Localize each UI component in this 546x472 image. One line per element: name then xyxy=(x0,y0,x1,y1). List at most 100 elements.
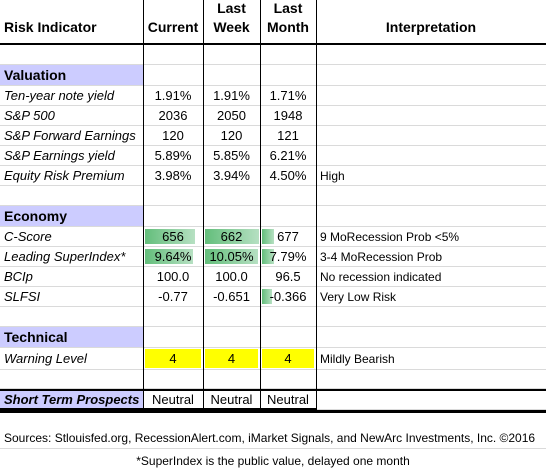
cell-text: 1948 xyxy=(273,108,303,123)
cell-fill xyxy=(145,349,201,368)
row-label: Ten-year note yield xyxy=(0,86,143,106)
blank-cell xyxy=(203,327,260,348)
cell-text: 100.0 xyxy=(156,269,190,284)
cell-text: S&P 500 xyxy=(4,108,55,123)
cell-text: Technical xyxy=(4,329,68,345)
interpretation xyxy=(316,106,546,126)
cell-text: 5.89% xyxy=(154,148,192,163)
value-cell: 4 xyxy=(260,348,316,370)
cell-text: 1.71% xyxy=(269,88,307,103)
cell-text: 5.85% xyxy=(213,148,250,163)
blank-cell xyxy=(203,65,260,86)
cell-text: Last Week xyxy=(213,0,250,35)
cell-text: Warning Level xyxy=(4,351,87,366)
value-cell: 100.0 xyxy=(143,267,203,287)
blank-cell xyxy=(143,370,203,389)
cell-text: Equity Risk Premium xyxy=(4,168,125,183)
prospects-value: Neutral xyxy=(203,389,260,410)
blank-cell xyxy=(260,45,316,65)
prospects-label: Short Term Prospects xyxy=(0,389,143,410)
cell-text: Sources: Stlouisfed.org, RecessionAlert.… xyxy=(4,431,536,445)
cell-text: 120 xyxy=(220,128,243,143)
cell-text: High xyxy=(320,168,345,183)
header-cell: Last Week xyxy=(203,0,260,45)
blank-cell xyxy=(143,307,203,327)
cell-text: -0.366 xyxy=(269,289,307,304)
value-cell: 1948 xyxy=(260,106,316,126)
blank-cell xyxy=(0,307,143,327)
interpretation: 3-4 MoRecession Prob xyxy=(316,247,546,267)
blank-cell xyxy=(143,45,203,65)
cell-text: 656 xyxy=(162,229,184,244)
value-cell: 121 xyxy=(260,126,316,146)
cell-text: 3-4 MoRecession Prob xyxy=(320,249,443,264)
value-cell: 5.89% xyxy=(143,146,203,166)
cell-fill xyxy=(145,249,193,264)
cell-text: Economy xyxy=(4,208,68,224)
cell-text: 662 xyxy=(220,229,243,244)
value-cell: -0.77 xyxy=(143,287,203,307)
row-label: BCIp xyxy=(0,267,143,287)
blank-cell xyxy=(260,65,316,86)
cell-text: 1.91% xyxy=(154,88,192,103)
section-title: Technical xyxy=(0,327,143,348)
value-cell: 96.5 xyxy=(260,267,316,287)
blank-cell xyxy=(260,327,316,348)
interpretation: High xyxy=(316,166,546,186)
cell-text: 10.05% xyxy=(209,249,254,264)
prospects-value: Neutral xyxy=(260,389,316,410)
value-cell: 7.79% xyxy=(260,247,316,267)
value-cell: 1.91% xyxy=(143,86,203,106)
blank-cell xyxy=(316,206,546,227)
interpretation: 9 MoRecession Prob <5% xyxy=(316,227,546,247)
value-cell: 5.85% xyxy=(203,146,260,166)
cell-text: 2050 xyxy=(217,108,246,123)
blank-cell xyxy=(203,186,260,206)
cell-text: 6.21% xyxy=(269,148,307,163)
rule xyxy=(0,410,546,413)
blank-cell xyxy=(143,327,203,348)
value-cell: 120 xyxy=(143,126,203,146)
cell-fill xyxy=(262,249,274,264)
column-rule xyxy=(203,0,204,410)
cell-text: 100.0 xyxy=(215,269,248,284)
blank-cell xyxy=(143,65,203,86)
blank-cell xyxy=(316,327,546,348)
cell-text: No recession indicated xyxy=(320,269,442,284)
value-cell: 1.91% xyxy=(203,86,260,106)
value-cell: -0.366 xyxy=(260,287,316,307)
interpretation xyxy=(316,86,546,106)
cell-fill xyxy=(262,289,272,304)
row-label: C-Score xyxy=(0,227,143,247)
blank-cell xyxy=(316,307,546,327)
blank-cell xyxy=(260,307,316,327)
blank-cell xyxy=(143,206,203,227)
header-cell: Last Month xyxy=(260,0,316,45)
header-cell: Interpretation xyxy=(316,0,546,45)
cell-text: 4 xyxy=(284,351,292,366)
value-cell: 100.0 xyxy=(203,267,260,287)
blank-cell xyxy=(260,206,316,227)
blank-cell xyxy=(0,45,143,65)
blank-cell xyxy=(316,45,546,65)
row-label: SLFSI xyxy=(0,287,143,307)
footnote: *SuperIndex is the public value, delayed… xyxy=(0,450,546,471)
cell-text: -0.651 xyxy=(213,289,250,304)
cell-fill xyxy=(262,349,314,368)
blank-cell xyxy=(0,186,143,206)
value-cell: 677 xyxy=(260,227,316,247)
row-label: S&P Earnings yield xyxy=(0,146,143,166)
cell-text: 4 xyxy=(169,351,177,366)
blank-cell xyxy=(316,65,546,86)
cell-fill xyxy=(262,229,274,244)
value-cell: 1.71% xyxy=(260,86,316,106)
blank-cell xyxy=(0,370,143,389)
cell-text: Mildly Bearish xyxy=(320,351,395,366)
column-rule xyxy=(143,0,144,410)
row-label: S&P Forward Earnings xyxy=(0,126,143,146)
value-cell: 9.64% xyxy=(143,247,203,267)
blank-cell xyxy=(203,45,260,65)
cell-text: 2036 xyxy=(158,108,188,123)
interpretation xyxy=(316,126,546,146)
